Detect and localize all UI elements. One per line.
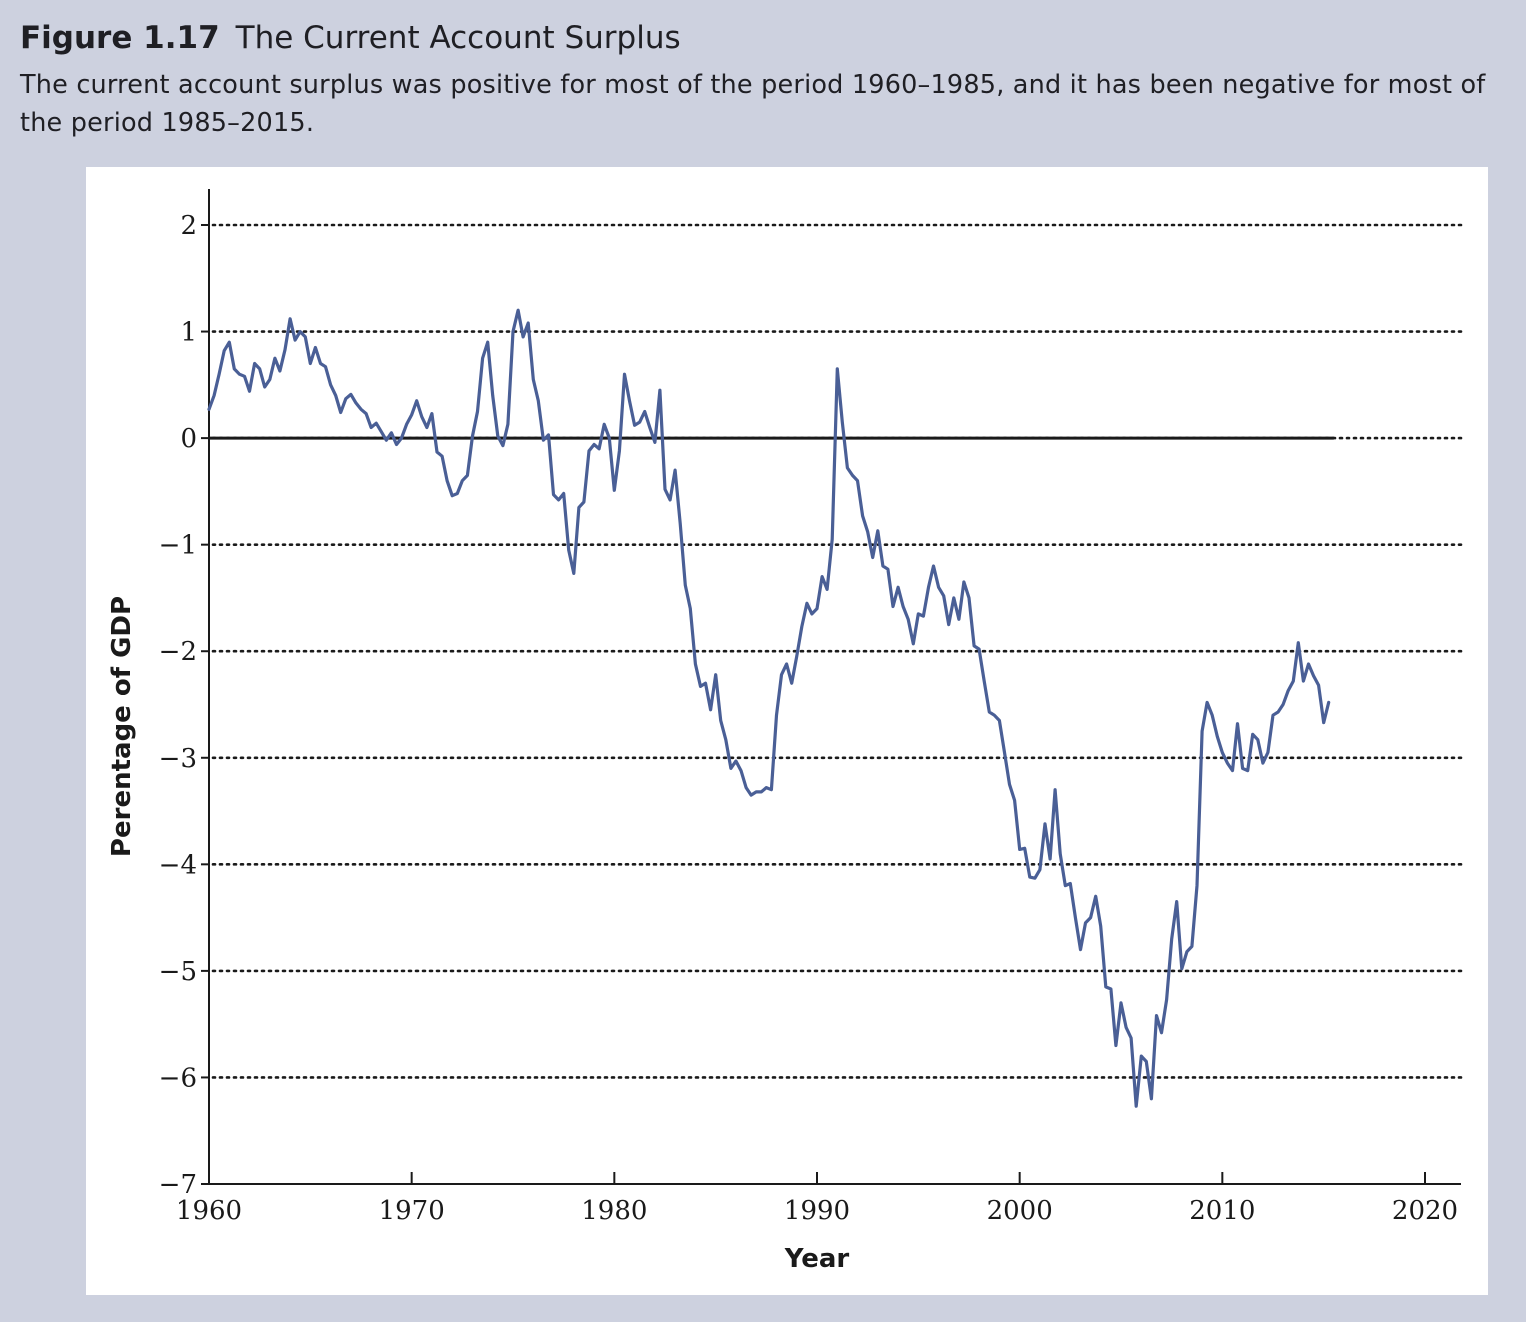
chart-panel: 2 1 0 −1 −2 −3 −4 −5 −6 −7 1960 1970 1980 1990 2000 201…: [86, 167, 1488, 1295]
y-tick-label: −2: [159, 637, 197, 667]
x-tick-label: 2010: [1189, 1196, 1255, 1226]
x-tick-label: 2020: [1392, 1196, 1458, 1226]
figure-caption: The current account surplus was positive…: [20, 70, 1486, 138]
y-tick-label: −5: [159, 957, 197, 987]
y-tick-label: 0: [180, 424, 197, 454]
y-axis-title: Perentage of GDP: [107, 596, 137, 857]
x-axis-title: Year: [784, 1244, 850, 1274]
y-tick-label: −1: [159, 531, 197, 561]
y-tick-label: −4: [159, 850, 197, 880]
x-tick-label: 1990: [784, 1196, 850, 1226]
y-tick-label: −7: [159, 1170, 197, 1200]
series-layer: [207, 308, 1331, 1108]
figure-number: Figure 1.17: [20, 20, 220, 56]
figure-title: Figure 1.17 The Current Account Surplus: [20, 18, 1510, 58]
y-tick-label: −6: [159, 1063, 197, 1093]
figure-title-text: The Current Account Surplus: [235, 20, 681, 56]
gridlines: [211, 223, 1463, 1079]
y-tick-label: 2: [180, 211, 197, 241]
y-tick-label: −3: [159, 744, 197, 774]
series-line: [207, 308, 1331, 1108]
axes: [201, 189, 1461, 1185]
x-tick-label: 1980: [581, 1196, 647, 1226]
x-tick-label: 1970: [379, 1196, 445, 1226]
x-tick-label: 2000: [987, 1196, 1053, 1226]
x-tick-label: 1960: [176, 1196, 242, 1226]
figure-header: Figure 1.17 The Current Account Surplus T…: [20, 18, 1510, 142]
y-tick-label: 1: [180, 318, 197, 348]
